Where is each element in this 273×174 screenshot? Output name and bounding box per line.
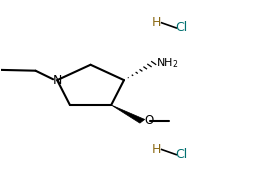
Text: Cl: Cl [175,148,187,161]
Polygon shape [111,105,145,123]
Text: H: H [152,143,161,156]
Text: N: N [52,74,62,87]
Text: O: O [144,114,153,127]
Text: H: H [152,16,161,29]
Text: NH$_2$: NH$_2$ [156,56,179,70]
Text: Cl: Cl [175,21,187,34]
